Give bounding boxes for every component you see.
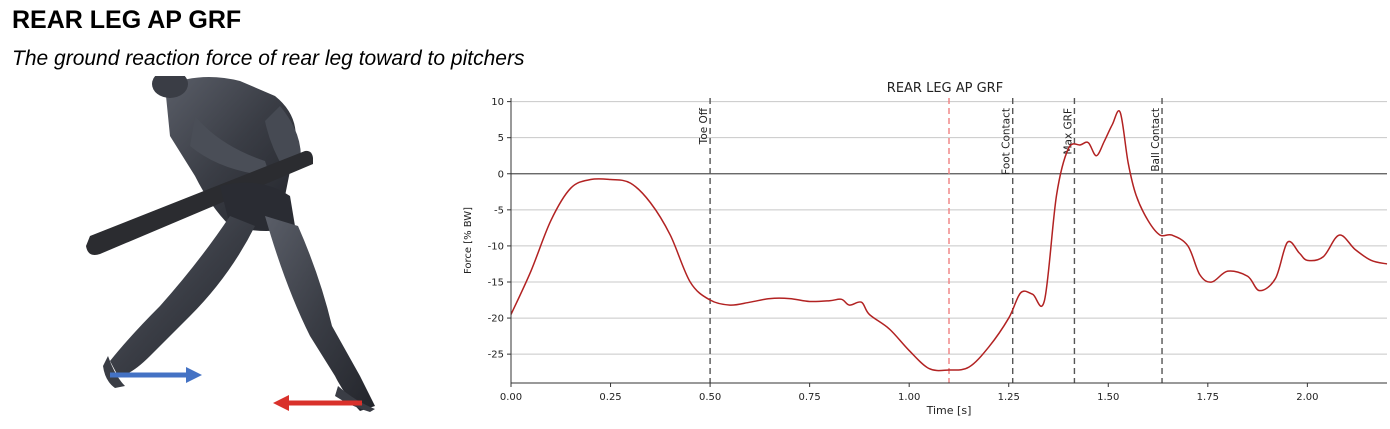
- y-tick-label: -5: [494, 205, 504, 216]
- x-tick-label: 0.75: [799, 392, 821, 403]
- y-axis-label: Force [% BW]: [463, 207, 474, 274]
- x-tick-label: 1.25: [998, 392, 1020, 403]
- x-tick-label: 0.25: [599, 392, 621, 403]
- page-subtitle: The ground reaction force of rear leg to…: [12, 47, 525, 70]
- x-tick-label: 1.50: [1097, 392, 1119, 403]
- event-label: Foot Contact: [1001, 108, 1013, 175]
- chart-title: REAR LEG AP GRF: [887, 81, 1003, 96]
- y-tick-label: -25: [488, 350, 504, 361]
- event-label: Max GRF: [1062, 108, 1074, 155]
- y-tick-label: -10: [488, 241, 504, 252]
- x-tick-label: 0.00: [500, 392, 522, 403]
- y-tick-label: 5: [498, 133, 504, 144]
- grf-series-line: [510, 110, 1388, 372]
- y-tick-label: 0: [498, 169, 504, 180]
- y-tick-label: -15: [488, 277, 504, 288]
- event-label: Ball Contact: [1150, 108, 1162, 172]
- event-label: Toe Off: [698, 107, 710, 145]
- grf-chart-svg: REAR LEG AP GRF Force [% BW] Time [s] To…: [463, 81, 1388, 417]
- x-tick-label: 1.75: [1197, 392, 1219, 403]
- y-tick-label: 10: [491, 97, 504, 108]
- batter-figure: [70, 70, 400, 421]
- front-foot-arrow: [273, 395, 362, 411]
- x-tick-label: 2.00: [1296, 392, 1318, 403]
- rear-foot-arrow: [110, 367, 202, 383]
- x-tick-label: 1.00: [898, 392, 920, 403]
- y-tick-label: -20: [488, 314, 504, 325]
- batter-figure-icon: [86, 70, 375, 412]
- page-title: REAR LEG AP GRF: [12, 6, 242, 34]
- x-axis-label: Time [s]: [926, 404, 972, 417]
- x-tick-label: 0.50: [699, 392, 721, 403]
- grf-chart: REAR LEG AP GRF Force [% BW] Time [s] To…: [455, 76, 1390, 424]
